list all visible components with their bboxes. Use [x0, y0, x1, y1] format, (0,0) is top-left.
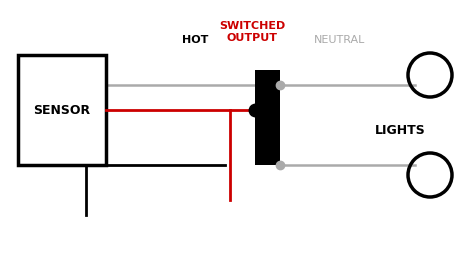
Bar: [18, 55, 106, 165]
Text: NEUTRAL: NEUTRAL: [314, 35, 365, 45]
Text: LIGHTS: LIGHTS: [374, 124, 425, 136]
Text: SWITCHED
OUTPUT: SWITCHED OUTPUT: [219, 21, 285, 43]
Bar: [255, 70, 280, 165]
Text: HOT: HOT: [182, 35, 208, 45]
Text: SENSOR: SENSOR: [34, 103, 91, 117]
